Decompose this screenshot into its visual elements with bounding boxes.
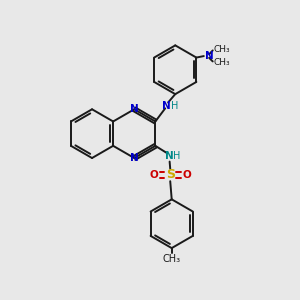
Text: H: H <box>171 101 179 111</box>
Text: N: N <box>165 151 174 161</box>
Text: O: O <box>182 170 191 180</box>
Text: CH₃: CH₃ <box>213 45 230 54</box>
Text: S: S <box>166 168 175 181</box>
Text: N: N <box>130 104 139 114</box>
Text: O: O <box>149 170 158 180</box>
Text: N: N <box>130 153 139 163</box>
Text: H: H <box>173 151 181 161</box>
Text: N: N <box>205 51 214 61</box>
Text: N: N <box>162 101 171 111</box>
Text: CH₃: CH₃ <box>213 58 230 67</box>
Text: CH₃: CH₃ <box>163 254 181 264</box>
